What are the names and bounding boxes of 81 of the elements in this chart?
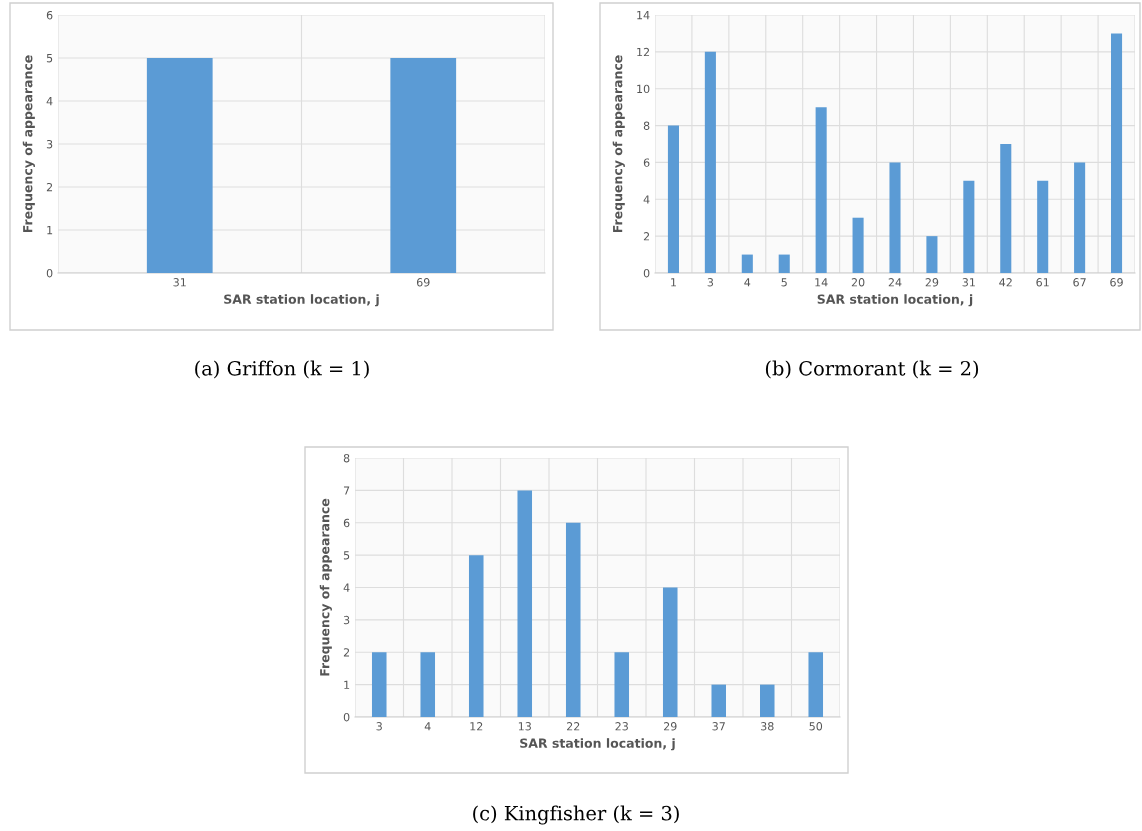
bar [1111, 33, 1123, 273]
y-tick-label: 5 [46, 54, 53, 63]
bar [420, 652, 436, 717]
bar [565, 522, 581, 717]
y-tick-label: 3 [46, 139, 53, 149]
y-tick-label: 5 [343, 551, 350, 560]
x-tick-label: 24 [888, 278, 902, 287]
x-tick-label: 22 [566, 722, 580, 731]
y-tick-label: 2 [643, 232, 650, 241]
x-tick-label: 4 [744, 278, 751, 287]
x-tick-label: 20 [851, 278, 865, 287]
x-tick-label: 12 [470, 722, 483, 731]
x-tick-label: 29 [925, 278, 939, 287]
bar [759, 684, 775, 717]
x-tick-label: 23 [615, 722, 628, 731]
bar [371, 652, 387, 717]
x-tick-label: 50 [809, 722, 823, 731]
x-tick-label: 4 [424, 722, 431, 731]
text: (a) Griffon (k = 1) [195, 360, 369, 379]
y-tick-label: 4 [643, 195, 650, 204]
x-tick-label: 31 [173, 278, 186, 287]
x-tick-label: 29 [663, 722, 677, 731]
y-tick-label: 0 [46, 268, 53, 278]
bar [852, 217, 864, 273]
y-tick-label: 8 [643, 121, 650, 130]
bar [963, 180, 975, 273]
bar [1000, 144, 1012, 273]
y-tick-label: 2 [343, 648, 350, 657]
text: (c) Kingfisher (k = 3) [473, 805, 679, 825]
y-tick-label: 1 [344, 680, 350, 689]
y-axis-title: Frequency of appearance [22, 55, 35, 233]
y-tick-label: 1 [47, 226, 53, 235]
bar [808, 652, 824, 717]
x-axis-title: SAR station location, j [817, 294, 973, 307]
y-tick-label: 4 [343, 583, 350, 592]
x-tick-label: 38 [761, 722, 774, 731]
y-tick-label: 6 [643, 158, 650, 167]
x-tick-label: 37 [712, 722, 725, 731]
y-tick-label: 0 [343, 712, 350, 722]
y-tick-label: 0 [643, 268, 650, 278]
bar [704, 51, 716, 273]
x-tick-label: 13 [518, 722, 531, 731]
y-tick-label: 12 [637, 47, 650, 57]
y-axis-title: Frequency of appearance [612, 55, 625, 233]
x-tick-label: 3 [707, 278, 714, 287]
y-tick-label: 2 [46, 182, 53, 192]
y-tick-label: 4 [46, 97, 53, 106]
bar [889, 162, 901, 273]
x-tick-label: 1 [671, 278, 676, 287]
y-axis-title: Frequency of appearance [319, 498, 332, 676]
bar [468, 555, 484, 717]
x-tick-label: 61 [1036, 278, 1049, 287]
x-tick-label: 5 [781, 278, 787, 287]
x-tick-label: 69 [1110, 278, 1123, 287]
bar [662, 587, 678, 717]
bar [711, 684, 727, 717]
bar [815, 107, 827, 273]
y-tick-label: 6 [343, 518, 350, 528]
bar [614, 652, 630, 717]
x-tick-label: 42 [999, 278, 1012, 287]
bar [926, 236, 938, 273]
x-tick-label: 14 [815, 278, 828, 287]
y-tick-label: 6 [46, 10, 53, 20]
bar [1074, 162, 1086, 273]
y-tick-label: 7 [343, 486, 350, 495]
text: (b) Cormorant (k = 2) [765, 360, 979, 379]
y-tick-label: 3 [343, 615, 350, 625]
bar [667, 125, 679, 273]
y-tick-label: 8 [343, 453, 350, 463]
x-tick-label: 67 [1073, 278, 1086, 287]
x-axis-title: SAR station location, j [520, 738, 675, 751]
y-tick-label: 10 [637, 84, 650, 94]
bar [517, 490, 533, 717]
bar [1037, 180, 1049, 273]
bar [778, 254, 790, 273]
x-tick-label: 69 [416, 278, 430, 287]
bar [741, 254, 753, 273]
x-axis-title: SAR station location, j [224, 294, 379, 307]
y-tick-label: 14 [637, 11, 650, 20]
x-tick-label: 31 [962, 278, 975, 287]
x-tick-label: 3 [376, 722, 382, 731]
